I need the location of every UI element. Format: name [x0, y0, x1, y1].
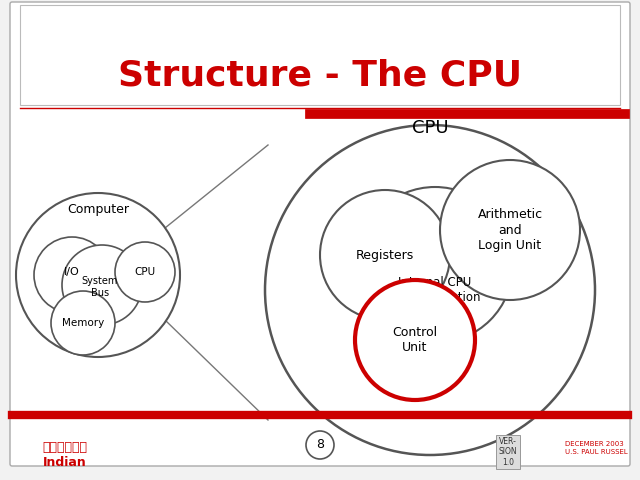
- Text: 8: 8: [316, 439, 324, 452]
- Bar: [20, 5, 620, 105]
- FancyBboxPatch shape: [10, 2, 630, 466]
- Circle shape: [34, 237, 110, 313]
- Text: Registers: Registers: [356, 249, 414, 262]
- Circle shape: [265, 125, 595, 455]
- Text: CPU: CPU: [412, 119, 448, 137]
- Text: Computer: Computer: [67, 204, 129, 216]
- Circle shape: [51, 291, 115, 355]
- Text: Internal CPU
Interconnection: Internal CPU Interconnection: [388, 276, 481, 304]
- Circle shape: [62, 245, 142, 325]
- Circle shape: [320, 190, 450, 320]
- Text: VER-
SION
1.0: VER- SION 1.0: [499, 437, 517, 467]
- Text: DECEMBER 2003
U.S. PAUL RUSSEL: DECEMBER 2003 U.S. PAUL RUSSEL: [565, 442, 628, 455]
- Circle shape: [355, 280, 475, 400]
- Circle shape: [16, 193, 180, 357]
- Circle shape: [306, 431, 334, 459]
- Circle shape: [440, 160, 580, 300]
- Text: CPU: CPU: [134, 267, 156, 277]
- Circle shape: [115, 242, 175, 302]
- Text: Arithmetic
and
Login Unit: Arithmetic and Login Unit: [477, 208, 543, 252]
- Circle shape: [357, 187, 513, 343]
- Text: Memory: Memory: [62, 318, 104, 328]
- Text: इंडियन
Indian: इंडियन Indian: [42, 441, 88, 469]
- Text: Structure - The CPU: Structure - The CPU: [118, 58, 522, 92]
- Text: Control
Unit: Control Unit: [392, 326, 438, 354]
- Text: I/O: I/O: [64, 267, 80, 277]
- Text: System
Bus: System Bus: [82, 276, 118, 298]
